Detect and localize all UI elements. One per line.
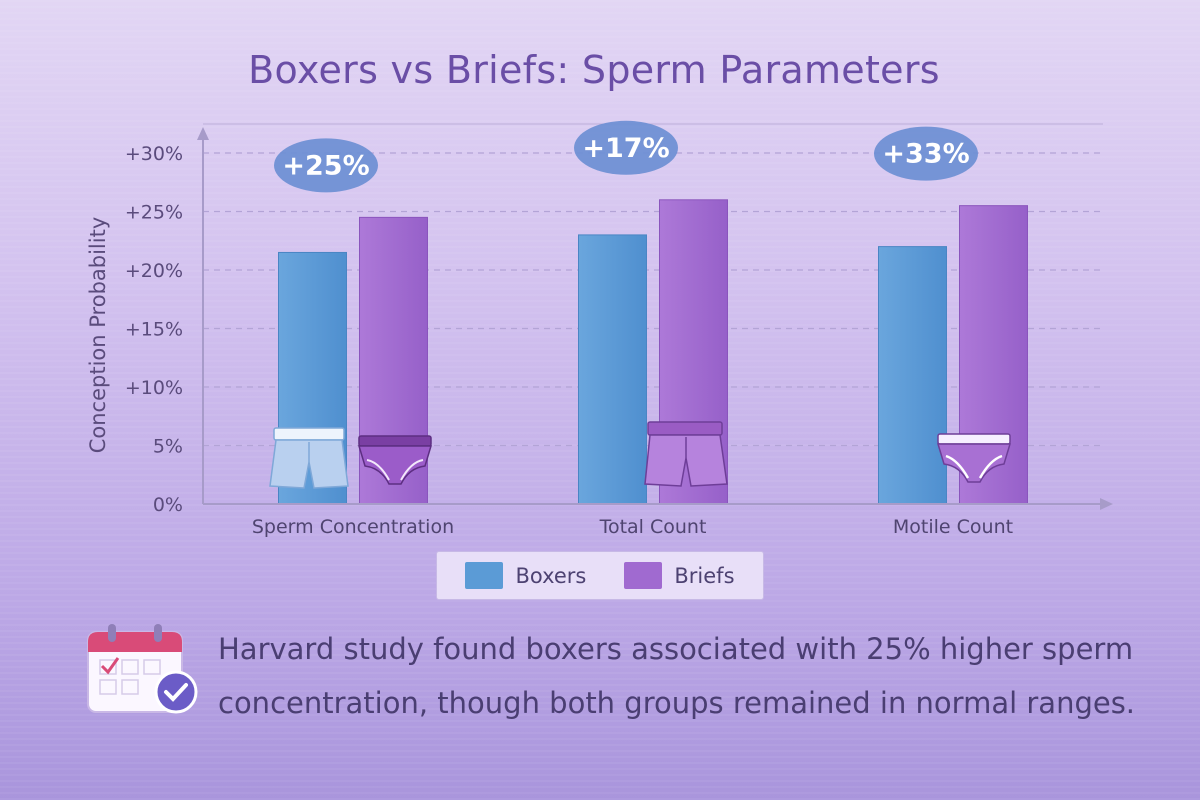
y-tick-label: +10% bbox=[125, 377, 183, 399]
y-tick-label: +20% bbox=[125, 260, 183, 282]
boxers-bar bbox=[878, 246, 947, 505]
boxers-icon bbox=[269, 427, 349, 489]
study-note: Harvard study found boxers associated wi… bbox=[218, 622, 1148, 730]
y-tick-label: +25% bbox=[125, 202, 183, 224]
annotation-pill bbox=[574, 120, 678, 175]
annotation-label: +17% bbox=[582, 133, 669, 164]
y-tick-label: 5% bbox=[153, 436, 183, 458]
x-category-label: Total Count bbox=[599, 516, 707, 538]
legend-label-boxers: Boxers bbox=[515, 563, 587, 588]
y-axis-arrow bbox=[197, 127, 209, 140]
legend-label-briefs: Briefs bbox=[674, 563, 735, 588]
legend: Boxers Briefs bbox=[436, 551, 764, 600]
annotation-label: +25% bbox=[282, 150, 369, 181]
legend-item-boxers: Boxers bbox=[465, 562, 586, 589]
chart-title: Boxers vs Briefs: Sperm Parameters bbox=[248, 48, 940, 92]
y-tick-label: 0% bbox=[153, 494, 183, 516]
briefs-icon bbox=[357, 435, 433, 485]
y-tick-label: +15% bbox=[125, 319, 183, 341]
boxers-icon bbox=[644, 421, 728, 487]
x-category-label: Motile Count bbox=[893, 516, 1013, 538]
annotation-pill bbox=[874, 126, 978, 181]
study-note-line-2: concentration, though both groups remain… bbox=[218, 686, 1136, 720]
legend-swatch-briefs bbox=[624, 562, 663, 589]
briefs-icon bbox=[936, 433, 1012, 483]
y-tick-label: +30% bbox=[125, 143, 183, 165]
annotation-label: +33% bbox=[882, 139, 969, 170]
y-axis-label: Conception Probability bbox=[86, 217, 110, 454]
study-note-line-1: Harvard study found boxers associated wi… bbox=[218, 632, 1134, 666]
x-axis-arrow bbox=[1100, 498, 1113, 510]
annotation-pill bbox=[274, 138, 378, 193]
legend-swatch-boxers bbox=[465, 562, 504, 589]
legend-item-briefs: Briefs bbox=[624, 562, 735, 589]
calendar-check-icon bbox=[87, 624, 198, 714]
boxers-bar bbox=[578, 234, 647, 505]
x-category-label: Sperm Concentration bbox=[252, 516, 454, 538]
